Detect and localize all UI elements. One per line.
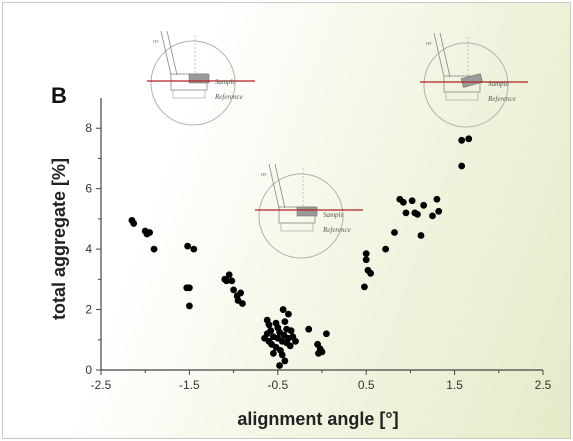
inset-circle (258, 173, 344, 259)
inset-sample-block (188, 73, 210, 84)
data-point (382, 245, 390, 253)
data-point (361, 283, 368, 291)
data-point (281, 357, 289, 365)
inset-beam (160, 30, 172, 76)
scatter-chart: HF Sample Reference HF Sample Reference HF Samp… (49, 30, 552, 429)
y-tick-label: 4 (85, 242, 92, 256)
data-point (130, 220, 138, 227)
inset-sample-block (296, 206, 318, 217)
data-points (128, 135, 473, 369)
x-tick-label: -2.5 (91, 378, 112, 392)
data-point (429, 212, 436, 220)
data-point (261, 334, 268, 342)
inset-label-hf: HF (426, 41, 432, 46)
data-point (285, 310, 292, 318)
data-point (269, 349, 277, 357)
data-point (146, 229, 154, 236)
inset-label-hf: HF (153, 39, 159, 44)
data-point (287, 327, 295, 335)
x-tick-label: 0.5 (358, 378, 375, 392)
data-point (239, 300, 246, 307)
data-point (362, 250, 370, 258)
data-point (465, 135, 473, 143)
y-tick-label: 0 (85, 363, 92, 377)
data-point (286, 342, 294, 350)
data-point (281, 318, 289, 326)
inset-label-sample: Sample (488, 80, 509, 88)
inset-reference-block (172, 89, 206, 99)
data-point (265, 321, 273, 329)
inset-label-sample: Sample (215, 78, 236, 86)
data-point (186, 302, 193, 310)
inset-reference-block (445, 91, 479, 101)
inset-circle (423, 42, 509, 128)
x-tick-label: -1.5 (179, 378, 200, 392)
data-point (433, 195, 441, 203)
inset-label-sample: Sample (323, 211, 344, 219)
inset-reference-block (280, 222, 314, 232)
data-point (183, 284, 191, 292)
data-point (276, 362, 283, 369)
inset-circle (150, 40, 236, 126)
data-point (279, 306, 287, 313)
data-point (417, 232, 425, 239)
data-point (237, 289, 245, 297)
inset-beam (166, 30, 178, 76)
data-point (278, 351, 286, 359)
data-point (323, 330, 330, 338)
x-tick-label: 2.5 (535, 378, 552, 392)
x-tick-label: 1.5 (446, 378, 463, 392)
inset-label-reference: Reference (214, 93, 243, 101)
data-point (408, 197, 416, 205)
inset-label-reference: Reference (322, 226, 351, 234)
data-point (223, 277, 230, 285)
data-point (230, 286, 238, 294)
panel-label: B (51, 83, 67, 108)
data-point (420, 201, 428, 209)
x-tick-label: -0.5 (267, 378, 288, 392)
y-tick-label: 6 (85, 182, 92, 196)
data-point (402, 209, 410, 217)
inset-sketch: HF Sample Reference (255, 163, 363, 259)
inset-label-reference: Reference (487, 95, 516, 103)
data-point (318, 348, 326, 356)
data-point (292, 337, 299, 345)
axes: -2.5 -1.5 -0.5 0.5 1.5 2.5 0 2 4 6 8 (85, 98, 552, 392)
data-point (362, 256, 370, 264)
inset-sample-block (460, 73, 484, 88)
data-point (225, 271, 233, 279)
data-point (391, 229, 398, 236)
y-axis-label: total aggregate [%] (49, 158, 69, 320)
data-point (458, 136, 466, 144)
data-point (184, 242, 192, 250)
inset-sketch: HF Sample Reference (147, 30, 255, 126)
inset-beam (274, 163, 286, 209)
y-tick-label: 2 (85, 303, 92, 317)
inset-label-hf: HF (261, 172, 267, 177)
data-point (305, 325, 313, 333)
data-point (399, 198, 407, 206)
inset-sketches: HF Sample Reference HF Sample Reference HF Samp… (147, 30, 528, 259)
inset-beam (439, 32, 451, 78)
y-tick-label: 8 (85, 121, 92, 135)
data-point (414, 210, 421, 218)
inset-sketch: HF Sample Reference (420, 32, 528, 128)
inset-beam (433, 32, 445, 78)
data-point (367, 269, 375, 277)
inset-beam (268, 163, 280, 209)
data-point (228, 277, 236, 285)
data-point (190, 245, 198, 253)
data-point (435, 207, 443, 215)
x-axis-label: alignment angle [°] (237, 409, 398, 429)
data-point (458, 162, 466, 170)
data-point (150, 245, 158, 253)
